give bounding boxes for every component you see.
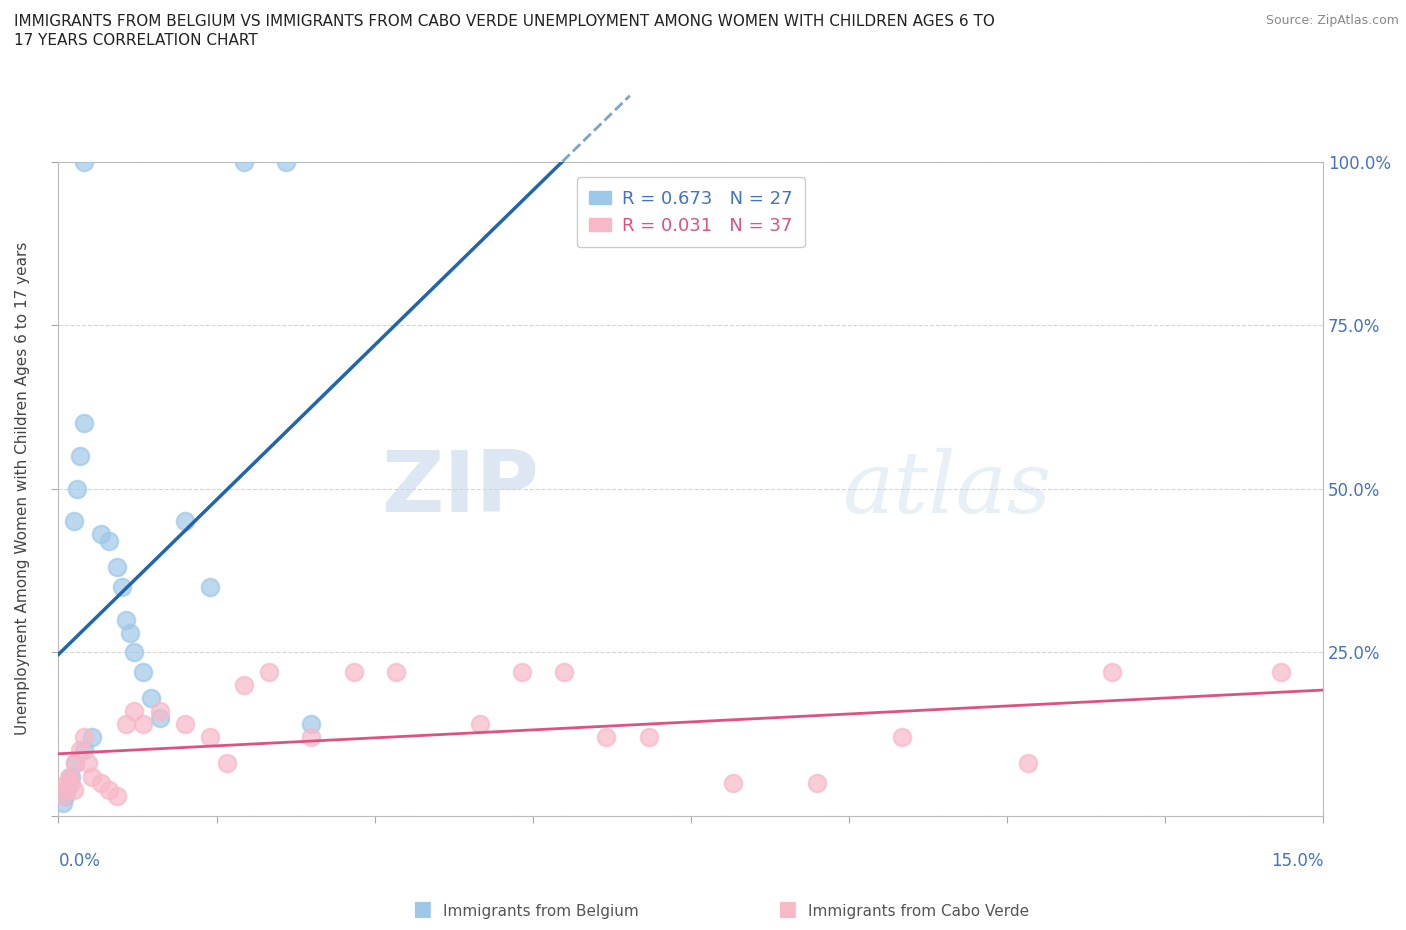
Point bbox=[149, 711, 172, 725]
Text: 17 YEARS CORRELATION CHART: 17 YEARS CORRELATION CHART bbox=[14, 33, 257, 47]
Text: IMMIGRANTS FROM BELGIUM VS IMMIGRANTS FROM CABO VERDE UNEMPLOYMENT AMONG WOMEN W: IMMIGRANTS FROM BELGIUM VS IMMIGRANTS FR… bbox=[14, 14, 995, 29]
Point bbox=[120, 625, 142, 640]
Text: Immigrants from Cabo Verde: Immigrants from Cabo Verde bbox=[808, 904, 1029, 919]
Point bbox=[82, 769, 104, 784]
Point bbox=[65, 756, 87, 771]
Point bbox=[69, 743, 91, 758]
Point bbox=[98, 534, 121, 549]
Point bbox=[62, 782, 84, 797]
Text: ■: ■ bbox=[778, 898, 797, 919]
Text: atlas: atlas bbox=[842, 447, 1052, 530]
Point bbox=[111, 579, 134, 594]
Point bbox=[553, 664, 575, 679]
Point bbox=[56, 782, 79, 797]
Point bbox=[77, 756, 100, 771]
Point bbox=[132, 664, 155, 679]
Point bbox=[233, 677, 256, 692]
Point bbox=[62, 514, 84, 529]
Point bbox=[73, 154, 96, 169]
Text: 0.0%: 0.0% bbox=[59, 852, 100, 870]
Text: 15.0%: 15.0% bbox=[1271, 852, 1323, 870]
Point bbox=[60, 776, 83, 790]
Point bbox=[1101, 664, 1123, 679]
Point bbox=[468, 717, 491, 732]
Point bbox=[274, 154, 297, 169]
Point bbox=[107, 789, 129, 804]
Point bbox=[299, 730, 322, 745]
Point bbox=[141, 691, 163, 706]
Point bbox=[98, 782, 121, 797]
Y-axis label: Unemployment Among Women with Children Ages 6 to 17 years: Unemployment Among Women with Children A… bbox=[15, 242, 30, 736]
Point bbox=[890, 730, 912, 745]
Point bbox=[806, 776, 828, 790]
Point bbox=[107, 560, 129, 575]
Point bbox=[53, 789, 76, 804]
Point bbox=[73, 730, 96, 745]
Text: ■: ■ bbox=[412, 898, 432, 919]
Point bbox=[174, 717, 197, 732]
Point bbox=[73, 416, 96, 431]
Point bbox=[66, 481, 89, 496]
Point bbox=[200, 579, 222, 594]
Point bbox=[174, 514, 197, 529]
Point bbox=[259, 664, 281, 679]
Point bbox=[1017, 756, 1039, 771]
Point bbox=[65, 756, 87, 771]
Legend: R = 0.673   N = 27, R = 0.031   N = 37: R = 0.673 N = 27, R = 0.031 N = 37 bbox=[576, 178, 806, 247]
Point bbox=[217, 756, 239, 771]
Point bbox=[124, 644, 146, 659]
Point bbox=[56, 776, 79, 790]
Point bbox=[53, 782, 76, 797]
Point bbox=[73, 743, 96, 758]
Point bbox=[342, 664, 364, 679]
Point bbox=[124, 704, 146, 719]
Point bbox=[58, 769, 80, 784]
Point bbox=[1270, 664, 1292, 679]
Point bbox=[90, 527, 112, 542]
Text: Immigrants from Belgium: Immigrants from Belgium bbox=[443, 904, 638, 919]
Point bbox=[637, 730, 659, 745]
Point bbox=[149, 704, 172, 719]
Point bbox=[299, 717, 322, 732]
Point bbox=[52, 795, 75, 810]
Point bbox=[384, 664, 406, 679]
Point bbox=[721, 776, 744, 790]
Point bbox=[115, 717, 138, 732]
Point bbox=[115, 612, 138, 627]
Point bbox=[200, 730, 222, 745]
Text: ZIP: ZIP bbox=[381, 447, 538, 530]
Text: Source: ZipAtlas.com: Source: ZipAtlas.com bbox=[1265, 14, 1399, 27]
Point bbox=[595, 730, 617, 745]
Point bbox=[82, 730, 104, 745]
Point bbox=[52, 789, 75, 804]
Point bbox=[132, 717, 155, 732]
Point bbox=[69, 448, 91, 463]
Point bbox=[233, 154, 256, 169]
Point bbox=[60, 769, 83, 784]
Point bbox=[90, 776, 112, 790]
Point bbox=[510, 664, 533, 679]
